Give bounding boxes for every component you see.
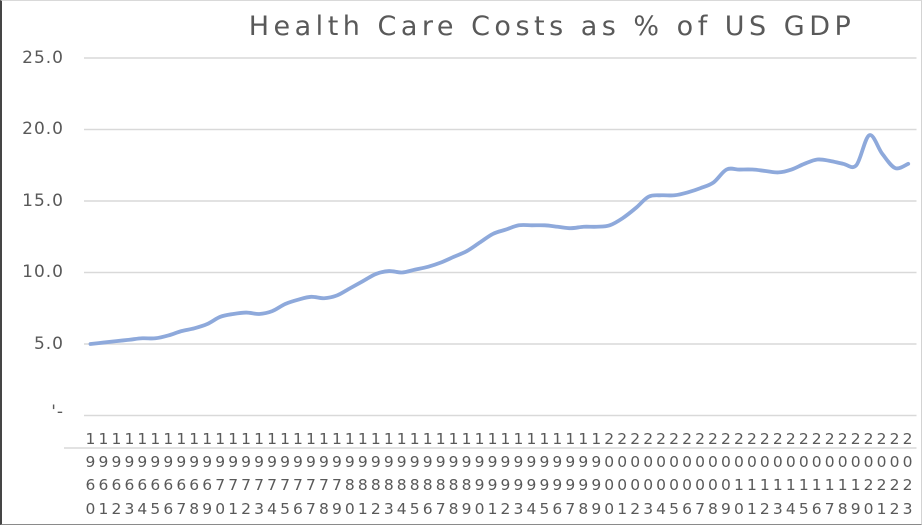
y-axis-tick-label: 10.0 (22, 262, 64, 282)
y-axis-tick-label: 20.0 (22, 119, 64, 139)
y-axis-tick-label: 25.0 (22, 48, 64, 68)
y-axis-tick-label: 5.0 (33, 334, 64, 354)
chart-title: Health Care Costs as % of US GDP (248, 11, 856, 42)
y-axis-tick-label: '- (51, 402, 64, 422)
line-series (88, 133, 911, 346)
y-axis-tick-label: 15.0 (22, 191, 64, 211)
